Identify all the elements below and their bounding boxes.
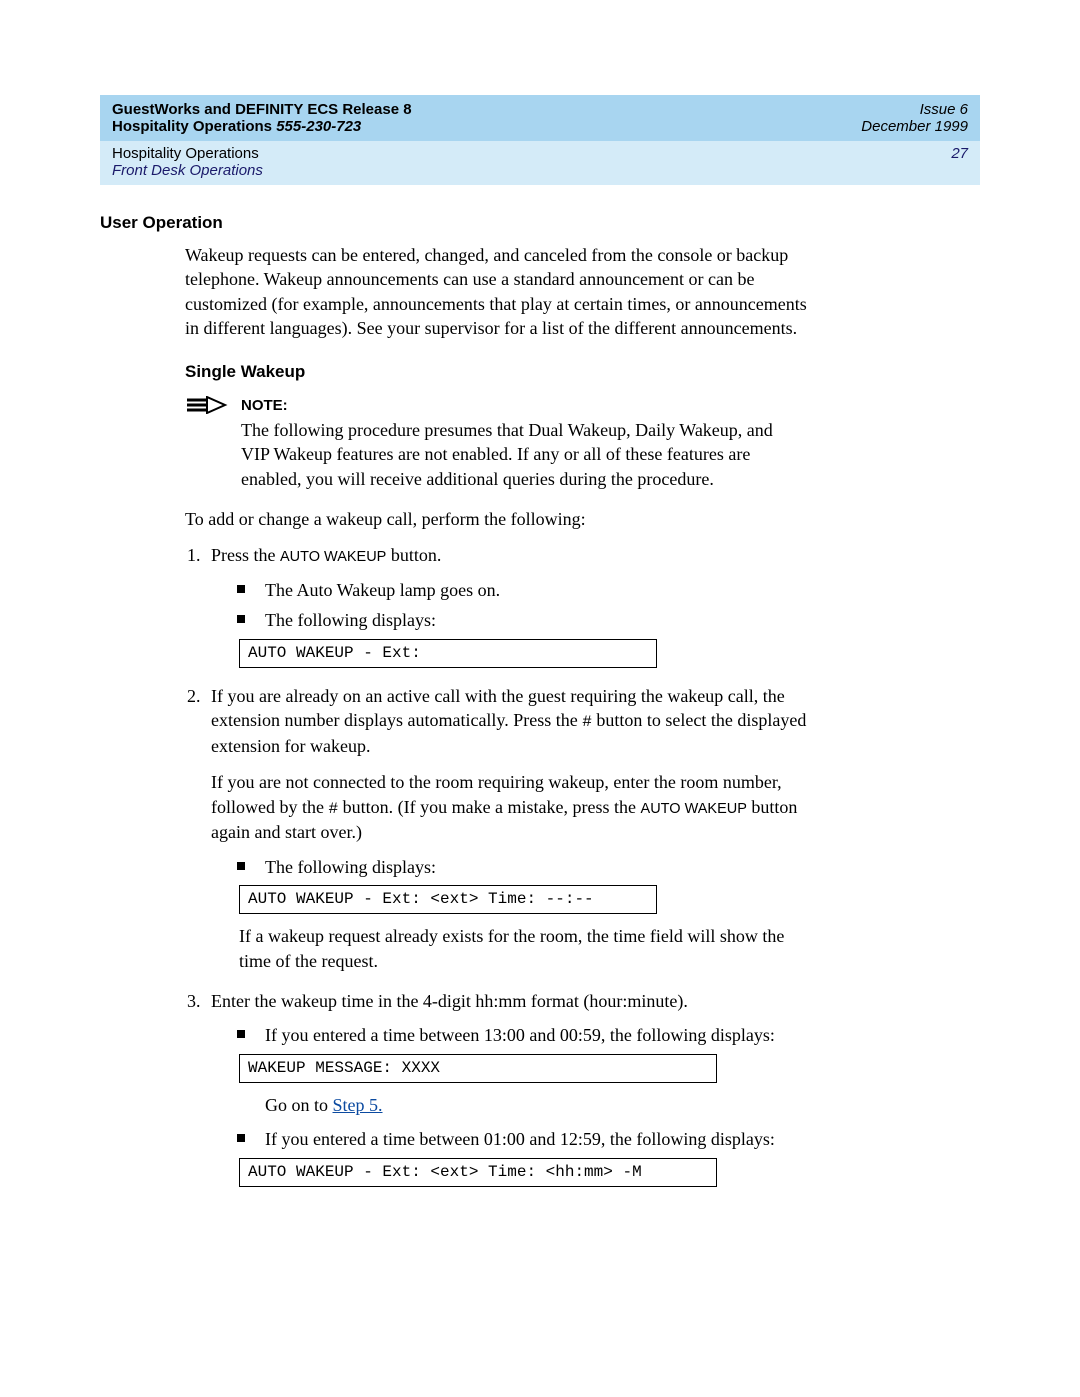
step1-bullets: The Auto Wakeup lamp goes on. The follow… — [237, 578, 825, 668]
step2-bullets: The following displays: AUTO WAKEUP - Ex… — [237, 855, 825, 915]
step1-text-a: Press the — [211, 545, 280, 565]
step-2: If you are already on an active call wit… — [205, 684, 825, 973]
step1-bullet-2-text: The following displays: — [265, 610, 436, 630]
breadcrumb-2: Front Desk Operations — [112, 162, 263, 179]
page-number: 27 — [951, 145, 968, 179]
auto-wakeup-button-label: AUTO WAKEUP — [280, 549, 386, 565]
note-block: NOTE: The following procedure presumes t… — [185, 396, 980, 491]
document-page: GuestWorks and DEFINITY ECS Release 8 Ho… — [0, 0, 1080, 1303]
hash-key-1: # — [582, 713, 592, 731]
note-arrow-icon — [185, 396, 241, 414]
note-label: NOTE: — [241, 397, 288, 414]
doc-date: December 1999 — [861, 118, 968, 135]
doc-subtitle: Hospitality Operations 555-230-723 — [112, 118, 412, 135]
step1-text-b: button. — [386, 545, 441, 565]
doc-subtitle-prefix: Hospitality Operations — [112, 118, 276, 135]
note-header-row: NOTE: — [185, 396, 980, 414]
step3-bullet-1: If you entered a time between 13:00 and … — [237, 1023, 825, 1117]
user-operation-body: Wakeup requests can be entered, changed,… — [185, 243, 980, 340]
step2-bullet-1-text: The following displays: — [265, 857, 436, 877]
step2-bullet-1: The following displays: AUTO WAKEUP - Ex… — [237, 855, 825, 915]
procedure-intro-wrap: To add or change a wakeup call, perform … — [185, 507, 980, 531]
procedure-intro: To add or change a wakeup call, perform … — [185, 507, 825, 531]
header-left: GuestWorks and DEFINITY ECS Release 8 Ho… — [112, 101, 412, 135]
display-box-2: AUTO WAKEUP - Ext: <ext> Time: --:-- — [239, 885, 657, 915]
header-bar: GuestWorks and DEFINITY ECS Release 8 Ho… — [100, 95, 980, 141]
step-1: Press the AUTO WAKEUP button. The Auto W… — [205, 543, 825, 668]
heading-single-wakeup: Single Wakeup — [185, 362, 980, 382]
steps-list: Press the AUTO WAKEUP button. The Auto W… — [205, 543, 825, 1187]
doc-title: GuestWorks and DEFINITY ECS Release 8 — [112, 101, 412, 118]
step1-bullet-2: The following displays: AUTO WAKEUP - Ex… — [237, 608, 825, 668]
doc-number: 555-230-723 — [276, 118, 361, 135]
auto-wakeup-label-2: AUTO WAKEUP — [641, 801, 747, 817]
display-box-4: AUTO WAKEUP - Ext: <ext> Time: <hh:mm> -… — [239, 1158, 717, 1188]
doc-issue: Issue 6 — [861, 101, 968, 118]
step3-bullet-1-text: If you entered a time between 13:00 and … — [265, 1025, 775, 1045]
step2-p2-b: button. (If you make a mistake, press th… — [338, 797, 640, 817]
step5-link[interactable]: Step 5. — [333, 1095, 383, 1115]
heading-user-operation: User Operation — [100, 213, 980, 233]
step2-after: If a wakeup request already exists for t… — [239, 924, 799, 973]
user-operation-para: Wakeup requests can be entered, changed,… — [185, 243, 825, 340]
step1-bullet-1: The Auto Wakeup lamp goes on. — [237, 578, 825, 602]
note-body: The following procedure presumes that Du… — [241, 418, 801, 491]
breadcrumb-1: Hospitality Operations — [112, 145, 263, 162]
subheader-bar: Hospitality Operations Front Desk Operat… — [100, 141, 980, 185]
step-3: Enter the wakeup time in the 4-digit hh:… — [205, 989, 825, 1187]
step3-bullet-2: If you entered a time between 01:00 and … — [237, 1127, 825, 1187]
go-on-line: Go on to Step 5. — [265, 1093, 825, 1117]
display-box-3: WAKEUP MESSAGE: XXXX — [239, 1054, 717, 1084]
hash-key-2: # — [328, 800, 338, 818]
step2-p2: If you are not connected to the room req… — [211, 770, 825, 844]
display-box-1: AUTO WAKEUP - Ext: — [239, 639, 657, 669]
step3-bullets: If you entered a time between 13:00 and … — [237, 1023, 825, 1187]
header-right: Issue 6 December 1999 — [861, 101, 968, 135]
step3-p1: Enter the wakeup time in the 4-digit hh:… — [211, 991, 688, 1011]
goon-a: Go on to — [265, 1095, 333, 1115]
step2-p1: If you are already on an active call wit… — [211, 684, 825, 758]
step3-bullet-2-text: If you entered a time between 01:00 and … — [265, 1129, 775, 1149]
subheader-left: Hospitality Operations Front Desk Operat… — [112, 145, 263, 179]
